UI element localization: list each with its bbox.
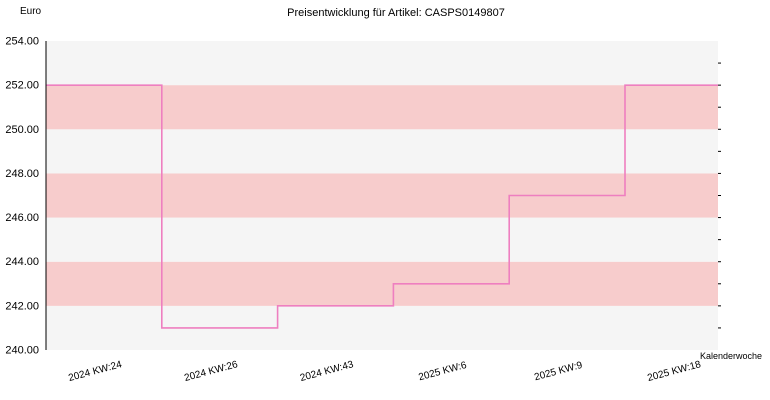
y-tick-label: 244.00 [5, 256, 39, 268]
y-tick-label: 252.00 [5, 80, 39, 92]
plot-bands [46, 41, 718, 350]
plot-band [46, 217, 718, 262]
plot-band [46, 41, 718, 86]
x-tick-label: 2024 KW:43 [299, 359, 355, 384]
y-tick-label: 246.00 [5, 212, 39, 224]
x-tick-label: 2024 KW:24 [67, 359, 123, 384]
x-tick-label: 2025 KW:18 [646, 359, 702, 384]
y-axis-title: Euro [20, 6, 42, 17]
x-axis-labels: 2024 KW:24 2024 KW:26 2024 KW:43 2025 KW:6 2… [67, 359, 702, 384]
price-series-line [46, 84, 718, 329]
plot-band [46, 85, 718, 130]
x-tick-label: 2024 KW:26 [183, 359, 239, 384]
y-tick-label: 242.00 [5, 300, 39, 312]
y-tick-label: 250.00 [5, 124, 39, 136]
y-tick-label: 248.00 [5, 168, 39, 180]
x-tick-label: 2025 KW:6 [417, 360, 468, 383]
plot-band [46, 305, 718, 350]
x-axis-title: Kalenderwoche [700, 351, 762, 361]
plot-band [46, 261, 718, 306]
y-tick-label: 254.00 [5, 36, 39, 48]
chart-title: Preisentwicklung für Artikel: CASPS01498… [287, 7, 505, 19]
y-axis-labels: 240.00 242.00 244.00 246.00 248.00 250.00 252.… [5, 36, 39, 357]
y-tick-label: 240.00 [5, 345, 39, 357]
right-axis-ticks [718, 62, 721, 329]
x-tick-label: 2025 KW:9 [533, 360, 584, 383]
series-layer [46, 84, 718, 329]
plot-band [46, 129, 718, 174]
